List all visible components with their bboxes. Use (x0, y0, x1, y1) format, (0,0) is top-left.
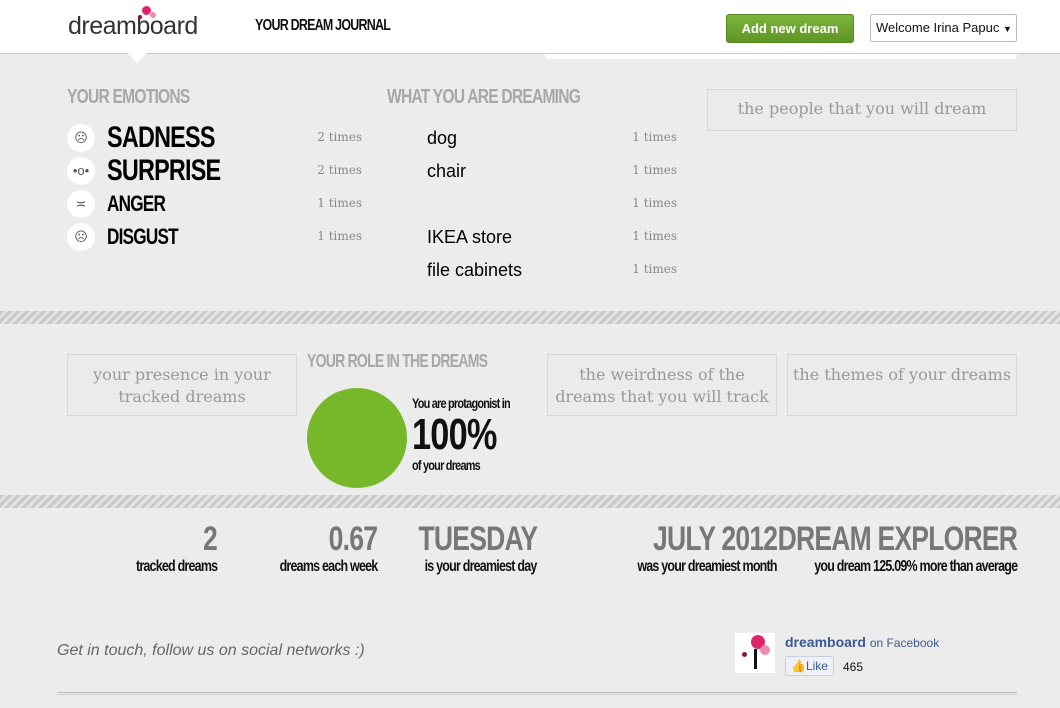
dream-item[interactable]: IKEA store (427, 227, 513, 247)
stat-value: TUESDAY (418, 520, 538, 558)
sad-face-icon: ☹ (67, 124, 95, 152)
emotion-label: SADNESS (107, 121, 215, 154)
dream-count: 1 times (632, 262, 677, 276)
dream-item[interactable]: chair (427, 161, 467, 181)
angry-face-icon: ≍ (67, 190, 95, 218)
footer-divider (57, 692, 1017, 695)
stat-label: was your dreamiest month (637, 558, 778, 575)
dream-count: 1 times (632, 130, 677, 144)
dream-count: 1 times (632, 163, 677, 177)
presence-box[interactable]: your presence in your tracked dreams (67, 354, 297, 416)
footer-text: Get in touch, follow us on social networ… (57, 642, 365, 659)
emotions-heading: YOUR EMOTIONS (67, 86, 190, 108)
dream-count: 1 times (632, 229, 677, 243)
page-title[interactable]: YOUR DREAM JOURNAL (255, 17, 391, 34)
role-value: 100% (412, 410, 497, 459)
role-post-text: of your dreams (412, 457, 481, 473)
role-heading: YOUR ROLE IN THE DREAMS (307, 351, 488, 371)
dream-item[interactable]: dog (427, 128, 458, 148)
facebook-page-avatar[interactable] (735, 633, 775, 673)
emotion-count: 1 times (317, 229, 362, 243)
top-bar (545, 54, 1017, 59)
emotion-label: DISGUST (107, 224, 179, 249)
stat-value: JULY 2012 (652, 520, 778, 558)
dreaming-heading: WHAT YOU ARE DREAMING (387, 86, 581, 108)
emotion-label: ANGER (107, 191, 166, 216)
facebook-page-link[interactable]: dreamboard on Facebook (785, 634, 940, 650)
divider (0, 495, 1060, 508)
emotion-label: SURPRISE (107, 154, 221, 187)
nav-pointer (127, 53, 147, 63)
emotion-count: 2 times (317, 163, 362, 177)
dream-count: 1 times (632, 196, 677, 210)
like-count: 465 (843, 660, 864, 674)
facebook-like-button[interactable]: 👍Like (785, 656, 834, 676)
user-menu-dropdown[interactable]: Welcome Irina Papuc ▼ (870, 14, 1017, 42)
dream-item[interactable]: file cabinets (427, 260, 523, 280)
stat-label: dreams each week (279, 558, 378, 575)
emotion-count: 2 times (317, 130, 362, 144)
stat-label: is your dreamiest day (425, 558, 538, 575)
stat-value: DREAM EXPLORER (777, 520, 1017, 558)
themes-box[interactable]: the themes of your dreams (787, 354, 1017, 416)
divider (0, 311, 1060, 324)
people-box[interactable]: the people that you will dream (707, 89, 1017, 131)
emotion-count: 1 times (317, 196, 362, 210)
thumbs-up-icon: 👍 (791, 659, 806, 673)
logo[interactable]: dreamboard (68, 6, 198, 41)
stat-label: tracked dreams (135, 558, 218, 575)
stat-value: 0.67 (328, 520, 377, 558)
weirdness-box[interactable]: the weirdness of the dreams that you wil… (547, 354, 777, 416)
stat-label: you dream 125.09% more than average (814, 558, 1018, 575)
role-pre-text: You are protagonist in (412, 395, 511, 411)
add-new-dream-button[interactable]: Add new dream (726, 14, 854, 43)
surprised-face-icon: •o• (67, 157, 95, 185)
caret-down-icon: ▼ (1002, 24, 1012, 34)
disgust-face-icon: ☹ (67, 223, 95, 251)
role-pie-chart (307, 388, 407, 488)
stat-value: 2 (203, 520, 218, 558)
